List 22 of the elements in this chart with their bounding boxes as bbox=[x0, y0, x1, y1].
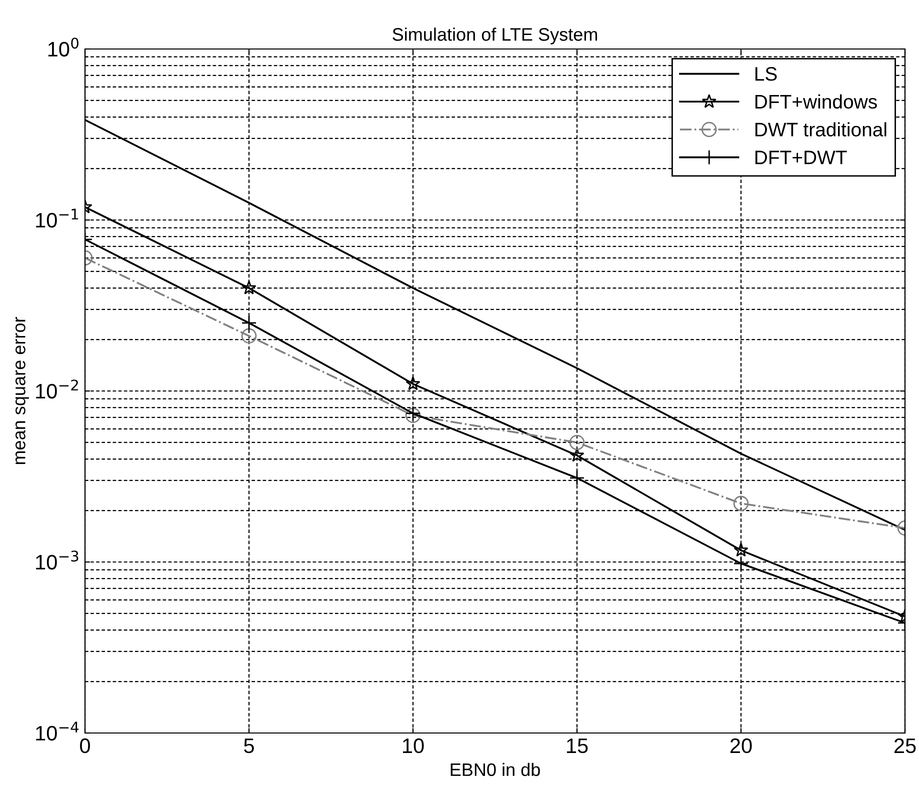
legend-label: DFT+windows bbox=[755, 94, 877, 109]
legend-label: LS bbox=[755, 67, 777, 81]
y-tick-label: 10$^{−1}$ bbox=[36, 208, 78, 228]
x-axis-title: EBN0 in db bbox=[450, 762, 540, 776]
legend-label: DWT traditional bbox=[755, 122, 886, 136]
point bbox=[569, 434, 585, 450]
point bbox=[406, 376, 420, 390]
x-tick-label: 25 bbox=[894, 738, 916, 754]
point bbox=[569, 470, 585, 486]
y-tick-label: 10$^{−2}$ bbox=[36, 380, 78, 399]
x-tick-label: 10 bbox=[403, 738, 424, 754]
x-tick-label: 20 bbox=[730, 738, 752, 754]
point bbox=[570, 448, 584, 462]
x-tick-label: 0 bbox=[80, 738, 90, 754]
legend-label: DFT+DWT bbox=[755, 150, 847, 164]
x-tick-label: 5 bbox=[244, 738, 254, 754]
chart-title: Simulation of LTE System bbox=[392, 28, 598, 44]
y-tick-label: 10$^{−4}$ bbox=[36, 722, 79, 741]
y-tick-label: 10$^{−3}$ bbox=[36, 550, 78, 570]
y-axis-title: mean square error bbox=[15, 317, 29, 464]
x-tick-label: 15 bbox=[567, 738, 588, 754]
y-tick-label: 10$^{0}$ bbox=[48, 38, 78, 57]
